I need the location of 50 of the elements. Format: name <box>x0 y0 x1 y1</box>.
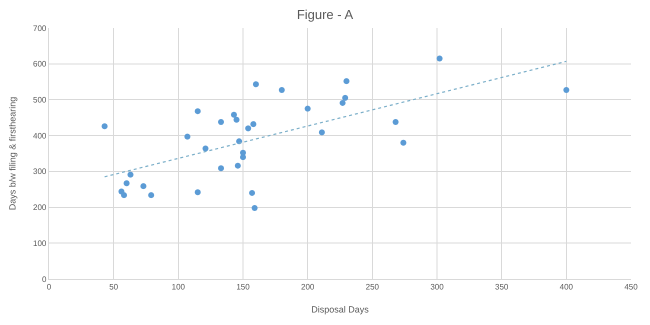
chart-title: Figure - A <box>296 6 354 22</box>
point <box>140 183 146 190</box>
point <box>148 192 154 198</box>
point <box>252 205 258 211</box>
point <box>304 106 311 112</box>
x-tick-label: 250 <box>366 282 380 292</box>
point <box>102 123 108 130</box>
point <box>230 112 237 118</box>
x-tick-label: 200 <box>300 282 315 292</box>
x-tick-label: 50 <box>109 282 119 292</box>
point <box>234 162 241 169</box>
point <box>563 87 570 94</box>
x-axis-title: Disposal Days <box>311 304 370 314</box>
point <box>436 55 443 62</box>
x-tick-label: 400 <box>560 282 574 292</box>
point <box>340 100 346 106</box>
x-tick-label: 100 <box>172 282 186 292</box>
y-tick-label: 600 <box>33 60 47 69</box>
point <box>202 145 208 152</box>
point <box>392 118 399 125</box>
x-tick-label: 150 <box>236 282 250 292</box>
x-tick-label: 300 <box>430 282 444 292</box>
point <box>124 180 130 186</box>
point <box>194 189 201 196</box>
point <box>121 192 128 198</box>
y-tick-label: 500 <box>33 96 47 105</box>
point <box>245 125 252 132</box>
point <box>249 190 256 196</box>
y-tick-label: 0 <box>42 274 47 284</box>
x-tick-label: 450 <box>624 282 638 292</box>
x-tick-label: 350 <box>494 282 509 292</box>
point <box>400 140 406 146</box>
point <box>318 129 325 136</box>
y-tick-label: 100 <box>33 238 47 248</box>
point <box>218 165 224 172</box>
point <box>278 87 285 94</box>
point <box>194 108 201 114</box>
point <box>343 78 350 84</box>
y-tick-label: 300 <box>33 167 47 176</box>
y-tick-label: 700 <box>33 24 47 33</box>
point <box>234 116 240 123</box>
y-tick-label: 400 <box>33 131 47 140</box>
point <box>184 134 190 140</box>
point <box>250 121 256 128</box>
point <box>342 94 348 101</box>
point <box>252 81 259 88</box>
y-tick-label: 200 <box>33 203 47 212</box>
y-axis-title: Days b/w filing & firsthearing <box>7 96 18 210</box>
point <box>218 118 224 125</box>
point <box>127 172 134 178</box>
